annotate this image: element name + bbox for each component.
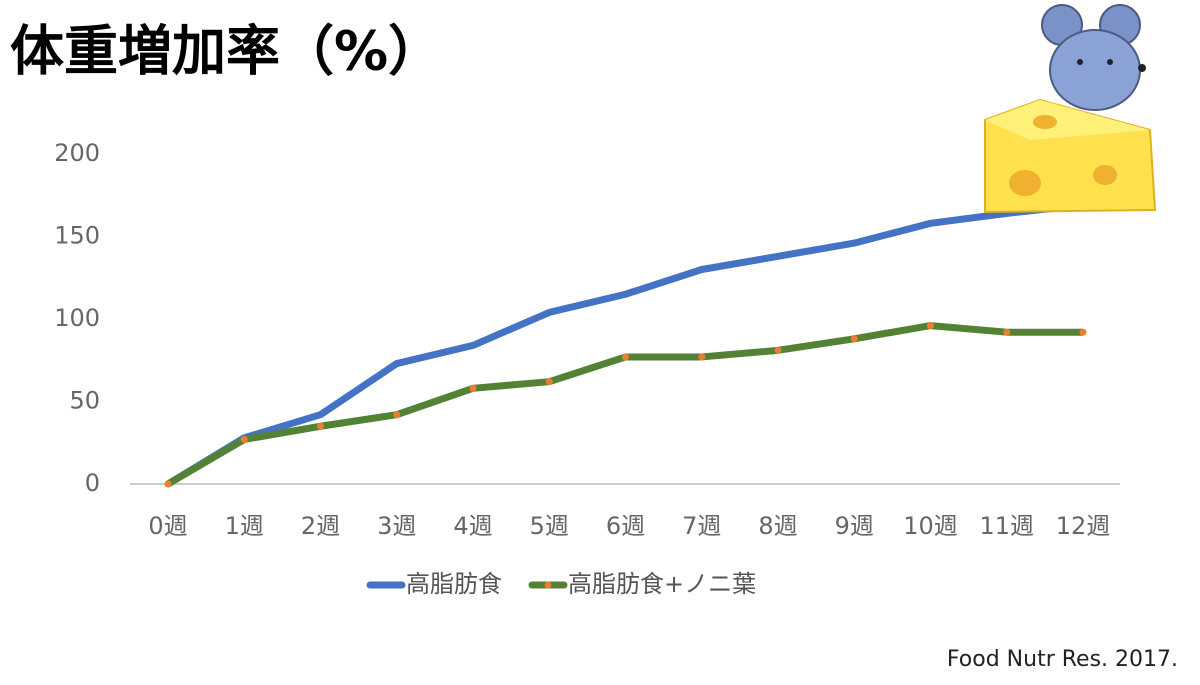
- point-marker: [317, 422, 324, 430]
- point-marker: [240, 435, 248, 443]
- x-tick-label: 3週: [377, 512, 416, 540]
- series-line: [166, 201, 1084, 487]
- point-marker: [1079, 328, 1087, 336]
- x-tick-label: 1週: [225, 512, 264, 540]
- legend-label: 高脂肪食+ノニ葉: [568, 570, 756, 598]
- series-line: [166, 322, 1083, 488]
- point-marker: [774, 346, 782, 354]
- point-marker: [469, 384, 477, 392]
- point-marker: [164, 480, 172, 488]
- x-tick-label: 9週: [835, 512, 874, 540]
- x-tick-label: 4週: [453, 512, 492, 540]
- x-tick-label: 5週: [530, 512, 569, 540]
- source: Food Nutr Res. 2017.: [947, 647, 1178, 672]
- x-tick-label: 2週: [301, 512, 340, 540]
- y-tick-label: 50: [69, 387, 100, 415]
- x-tick-label: 6週: [606, 512, 645, 540]
- x-tick-label: 11週: [979, 512, 1034, 540]
- x-tick-label: 0週: [148, 512, 187, 540]
- point-marker: [622, 353, 629, 361]
- legend-marker: [544, 581, 552, 589]
- x-tick-label: 7週: [682, 512, 721, 540]
- y-tick-label: 0: [85, 469, 100, 497]
- y-tick-label: 200: [54, 139, 100, 167]
- legend-label: 高脂肪食: [406, 570, 502, 598]
- plot-area: 0 50 100 150 200 0週 1週 2週 3週 4週 5週 6週 7週 8週 9週 10週 11週 12…: [54, 139, 1120, 598]
- y-tick-label: 150: [54, 222, 100, 250]
- point-marker: [850, 335, 858, 343]
- x-tick-label: 12週: [1056, 512, 1111, 540]
- point-marker: [927, 322, 934, 330]
- point-marker: [545, 378, 553, 386]
- x-tick-label: 8週: [758, 512, 797, 540]
- point-marker: [393, 411, 401, 419]
- x-tick-label: 10週: [903, 512, 958, 540]
- point-marker: [698, 353, 706, 361]
- mouse-cheese-illustration: [984, 4, 1157, 214]
- point-marker: [1003, 328, 1011, 336]
- y-tick-label: 100: [54, 304, 100, 332]
- chart-title: 体重増加率（%）: [10, 20, 442, 83]
